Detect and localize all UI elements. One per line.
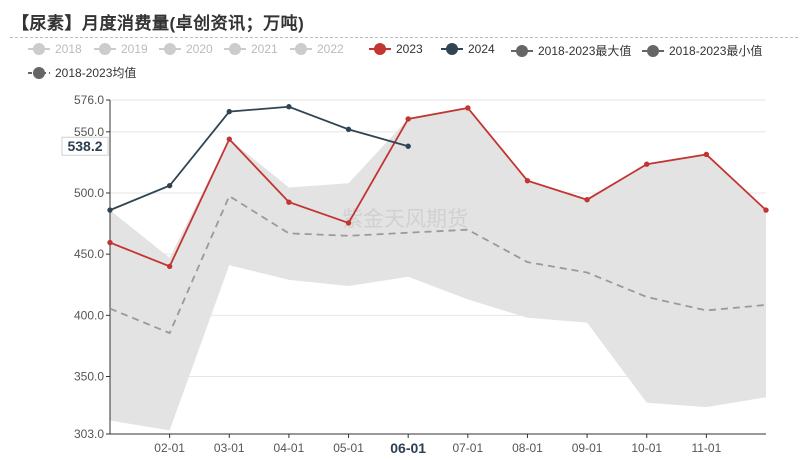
title-divider — [10, 37, 798, 38]
y-tick-label: 550.0 — [74, 125, 104, 139]
legend-item-3[interactable]: 2021 — [224, 42, 278, 56]
data-point — [166, 182, 173, 189]
data-point — [703, 151, 710, 158]
legend-label: 2021 — [251, 42, 278, 56]
data-point — [166, 263, 173, 270]
tick-labels: 303.0 350.0 400.0 450.0 500.0 550.0 576.0 02-01… — [74, 93, 722, 456]
data-point — [286, 104, 292, 110]
x-tick-label: 03-01 — [214, 441, 245, 455]
legend-symbol-icon — [290, 43, 312, 55]
legend-symbol-icon — [28, 43, 50, 55]
x-tick-label: 05-01 — [333, 441, 364, 455]
series-lines — [107, 104, 769, 335]
y-tick-label: 500.0 — [74, 186, 104, 200]
legend-label: 2022 — [317, 42, 344, 56]
legend-item-9[interactable]: 2018-2023均值 — [28, 64, 136, 81]
y-tick-label: 303.0 — [74, 427, 104, 441]
legend-symbol-icon — [28, 66, 50, 79]
legend-symbol-icon — [642, 44, 664, 57]
data-point — [465, 105, 471, 111]
x-tick-label: 11-01 — [691, 441, 721, 455]
x-tick-label: 08-01 — [512, 441, 543, 455]
cursor: 538.2 — [61, 136, 109, 156]
cursor-readout-value: 538.2 — [67, 138, 102, 154]
legend-item-4[interactable]: 2022 — [290, 42, 344, 56]
series-line-2024 — [109, 105, 409, 211]
legend-label: 2018-2023均值 — [55, 66, 137, 80]
legend-label: 2024 — [468, 42, 495, 56]
x-tick-label: 09-01 — [572, 441, 603, 455]
legend-item-1[interactable]: 2019 — [94, 42, 148, 56]
y-tick-label: 576.0 — [74, 93, 104, 107]
x-tick-label: 10-01 — [631, 441, 662, 455]
legend-label: 2018-2023最小值 — [669, 44, 763, 58]
x-tick-label: 07-01 — [452, 441, 483, 455]
data-point — [584, 197, 590, 203]
legend-label: 2018 — [55, 42, 82, 56]
chart-title: 【尿素】月度消费量(卓创资讯；万吨) — [12, 14, 305, 33]
y-tick-label: 400.0 — [74, 308, 104, 322]
data-point — [405, 143, 411, 149]
data-point — [286, 199, 292, 205]
data-point — [226, 108, 232, 115]
legend-item-6[interactable]: 2024 — [441, 42, 495, 56]
min-max-band — [110, 107, 766, 431]
legend-item-7[interactable]: 2018-2023最大值 — [511, 42, 631, 59]
data-point — [107, 207, 113, 213]
axes — [106, 99, 766, 438]
legend-item-5[interactable]: 2023 — [369, 42, 423, 56]
x-tick-label: 02-01 — [154, 441, 185, 455]
legend-item-2[interactable]: 2020 — [159, 42, 213, 56]
legend-label: 2020 — [186, 42, 213, 56]
legend-symbol-icon — [94, 43, 116, 55]
watermark: 紫金天风期货 — [342, 207, 468, 231]
legend-label: 2018-2023最大值 — [538, 44, 632, 58]
legend-symbol-icon — [224, 43, 246, 55]
y-tick-label: 350.0 — [74, 369, 104, 383]
legend-symbol-icon — [441, 43, 463, 55]
y-tick-label: 450.0 — [74, 247, 104, 261]
x-tick-label: 04-01 — [274, 441, 305, 455]
data-point — [226, 136, 232, 142]
data-point — [345, 220, 352, 226]
legend-label: 2019 — [121, 42, 148, 56]
band-area — [110, 107, 766, 431]
legend-symbol-icon — [159, 43, 181, 55]
legend-item-0[interactable]: 2018 — [28, 42, 82, 56]
cursor-readout-box — [61, 136, 109, 156]
x-tick-label: 06-01 — [390, 440, 426, 456]
legend-symbol-icon — [369, 43, 391, 55]
legend-label: 2023 — [396, 42, 423, 56]
series-line-2018-2023均值 — [109, 194, 767, 335]
legend-symbol-icon — [511, 44, 533, 57]
legend-item-8[interactable]: 2018-2023最小值 — [642, 42, 762, 59]
data-point — [107, 239, 113, 246]
data-point — [524, 178, 531, 184]
data-point — [405, 116, 411, 122]
data-point — [644, 161, 650, 167]
data-point — [345, 126, 352, 133]
series-line-2023 — [109, 106, 767, 268]
data-point — [763, 207, 769, 213]
